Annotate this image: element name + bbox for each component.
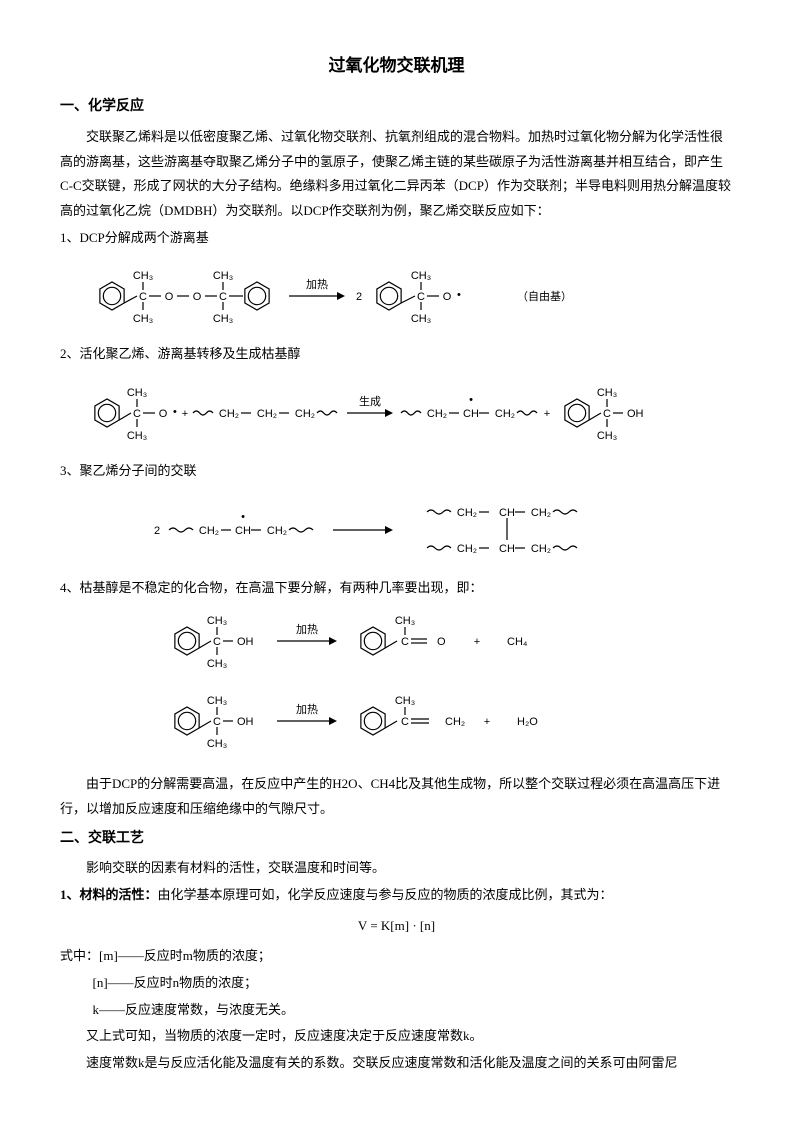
svg-text:C: C [139,291,147,303]
svg-text:+: + [543,408,549,420]
svg-text:OH: OH [627,408,644,420]
formula: V = K[m] · [n] [60,914,733,939]
svg-text:CH₃: CH₃ [206,738,226,750]
svg-text:CH₃: CH₃ [394,615,414,627]
svg-text:CH₂: CH₂ [445,716,465,728]
svg-text:O: O [437,636,446,648]
svg-text:O: O [164,291,173,303]
svg-text:O: O [158,408,167,420]
reaction2-diagram: C CH₃ CH₃ O • + CH₂ CH₂ CH₂ 生成 CH₂ CH • CH₂ + C CH₃ CH₃ OH [60,373,733,453]
svg-text:OH: OH [237,636,254,648]
svg-text:•: • [457,289,461,301]
svg-text:CH₂: CH₂ [456,543,476,555]
svg-text:2: 2 [153,525,159,537]
f2: [n]——反应时n物质的浓度； [60,971,733,996]
svg-text:生成: 生成 [359,394,381,408]
page-title: 过氧化物交联机理 [60,50,733,82]
f1: 式中：[m]——反应时m物质的浓度； [60,944,733,969]
svg-text:O: O [442,291,451,303]
svg-text:C: C [417,291,425,303]
section1-p2: 由于DCP的分解需要高温，在反应中产生的H2O、CH4比及其他生成物，所以整个交… [60,772,733,821]
b1-text: 由化学基本原理可如，化学反应速度与参与反应的物质的浓度成比例，其式为： [158,887,613,902]
svg-text:O: O [192,291,201,303]
svg-text:C: C [401,636,409,648]
section2-heading: 二、交联工艺 [60,826,733,853]
f3: k——反应速度常数，与浓度无关。 [60,998,733,1023]
svg-text:CH₂: CH₂ [266,525,286,537]
reaction1-diagram: C CH₃ CH₃ O O C CH₃ CH₃ 加热 2 C CH₃ CH₃ O • （自由基） [60,256,733,336]
svg-text:CH₃: CH₃ [394,695,414,707]
svg-text:CH₃: CH₃ [132,313,152,325]
svg-text:CH₃: CH₃ [596,430,616,442]
svg-text:CH₃: CH₃ [132,270,152,282]
svg-text:•: • [469,394,473,406]
svg-text:C: C [213,716,221,728]
svg-text:CH₃: CH₃ [596,387,616,399]
svg-text:CH₃: CH₃ [206,658,226,670]
svg-text:CH: CH [499,507,515,519]
svg-text:CH₂: CH₂ [294,408,314,420]
svg-text:CH: CH [463,408,479,420]
svg-text:加热: 加热 [296,623,318,636]
svg-text:2: 2 [355,291,361,303]
svg-text:CH₂: CH₂ [530,507,550,519]
svg-text:C: C [603,408,611,420]
section2-p3: 速度常数k是与反应活化能及温度有关的系数。交联反应速度常数和活化能及温度之间的关… [60,1051,733,1076]
svg-text:CH₂: CH₂ [426,408,446,420]
svg-text:CH₃: CH₃ [206,695,226,707]
item1: 1、DCP分解成两个游离基 [60,226,733,251]
svg-text:CH₃: CH₃ [410,270,430,282]
item4: 4、枯基醇是不稳定的化合物，在高温下要分解，有两种几率要出现，即： [60,576,733,601]
svg-text:C: C [213,636,221,648]
svg-text:CH₂: CH₂ [256,408,276,420]
svg-text:C: C [219,291,227,303]
svg-text:CH₃: CH₃ [126,430,146,442]
svg-text:CH₃: CH₃ [410,313,430,325]
section2-p2: 又上式可知，当物质的浓度一定时，反应速度决定于反应速度常数k。 [60,1024,733,1049]
svg-text:H₂O: H₂O [517,716,538,728]
svg-text:+: + [483,716,489,728]
svg-text:（自由基）: （自由基） [517,289,572,303]
svg-text:+: + [181,408,187,420]
svg-text:CH₂: CH₂ [456,507,476,519]
svg-text:CH₃: CH₃ [212,313,232,325]
svg-text:+: + [473,636,479,648]
svg-text:•: • [241,511,245,523]
b1-label: 1、材料的活性： [60,887,158,902]
svg-text:CH₂: CH₂ [530,543,550,555]
svg-text:CH₂: CH₂ [494,408,514,420]
section2-b1: 1、材料的活性：由化学基本原理可如，化学反应速度与参与反应的物质的浓度成比例，其… [60,883,733,908]
svg-text:CH₃: CH₃ [212,270,232,282]
item2: 2、活化聚乙烯、游离基转移及生成枯基醇 [60,342,733,367]
svg-text:C: C [133,408,141,420]
section1-p1: 交联聚乙烯料是以低密度聚乙烯、过氧化物交联剂、抗氧剂组成的混合物料。加热时过氧化… [60,125,733,224]
reaction3-diagram: 2 CH₂ CH • CH₂ CH₂ CH CH₂ CH₂ CH CH₂ [60,490,733,570]
svg-text:CH₂: CH₂ [198,525,218,537]
svg-text:CH: CH [235,525,251,537]
item3: 3、聚乙烯分子间的交联 [60,459,733,484]
section1-heading: 一、化学反应 [60,94,733,121]
svg-text:加热: 加热 [296,703,318,716]
svg-text:C: C [401,716,409,728]
svg-text:加热: 加热 [306,278,328,291]
section2-p1: 影响交联的因素有材料的活性，交联温度和时间等。 [60,856,733,881]
svg-text:CH: CH [499,543,515,555]
svg-text:CH₃: CH₃ [126,387,146,399]
svg-text:CH₄: CH₄ [507,636,528,648]
svg-text:CH₃: CH₃ [206,615,226,627]
svg-text:CH₂: CH₂ [218,408,238,420]
svg-text:OH: OH [237,716,254,728]
reaction4-diagram: C CH₃ CH₃ OH 加热 C CH₃ O + CH₄ C CH₃ CH₃ OH 加热 C CH₃ CH₂ + H… [60,606,733,766]
svg-text:•: • [173,406,177,418]
